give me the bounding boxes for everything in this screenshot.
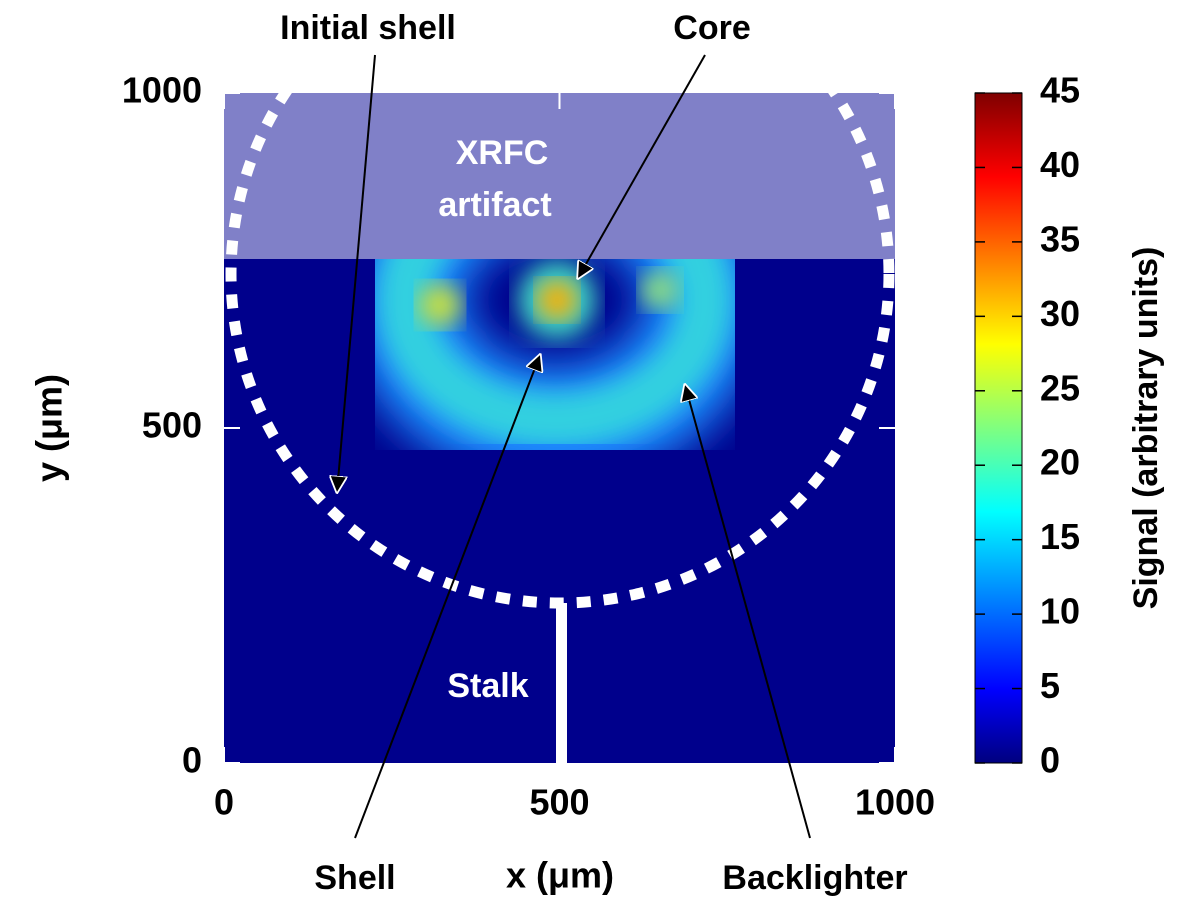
colorbar-tick-label: 30 bbox=[1040, 293, 1080, 334]
annotation: Backlighter bbox=[722, 859, 907, 897]
x-tick-label: 500 bbox=[529, 782, 589, 823]
x-tick-label: 0 bbox=[214, 782, 234, 823]
colorbar-tick-label: 0 bbox=[1040, 740, 1060, 781]
colorbar-tick-label: 35 bbox=[1040, 218, 1080, 259]
colorbar-tick-label: 15 bbox=[1040, 516, 1080, 557]
annotation: Core bbox=[673, 9, 750, 47]
colorbar-tick-label: 20 bbox=[1040, 442, 1080, 483]
y-tick-label: 0 bbox=[182, 740, 202, 781]
colorbar-tick-label: 40 bbox=[1040, 144, 1080, 185]
y-axis-label: y (μm) bbox=[29, 374, 70, 482]
y-tick-label: 1000 bbox=[122, 70, 202, 111]
figure: x (μm) y (μm) Signal (arbitrary units) I… bbox=[0, 0, 1182, 911]
colorbar-tick-label: 10 bbox=[1040, 591, 1080, 632]
colorbar-tick-label: 5 bbox=[1040, 665, 1060, 706]
x-axis-label: x (μm) bbox=[506, 855, 614, 896]
colorbar bbox=[975, 93, 1022, 763]
annotation: Shell bbox=[314, 859, 395, 897]
annotation: Stalk bbox=[447, 667, 528, 705]
annotation: XRFC bbox=[456, 134, 549, 172]
y-tick-label: 500 bbox=[142, 405, 202, 446]
colorbar-tick-label: 45 bbox=[1040, 70, 1080, 111]
annotation: Initial shell bbox=[280, 9, 456, 47]
x-tick-label: 1000 bbox=[855, 782, 935, 823]
annotation: artifact bbox=[438, 186, 551, 224]
colorbar-tick-label: 25 bbox=[1040, 367, 1080, 408]
heatmap-image bbox=[224, 0, 895, 763]
colorbar-label: Signal (arbitrary units) bbox=[1127, 247, 1165, 610]
